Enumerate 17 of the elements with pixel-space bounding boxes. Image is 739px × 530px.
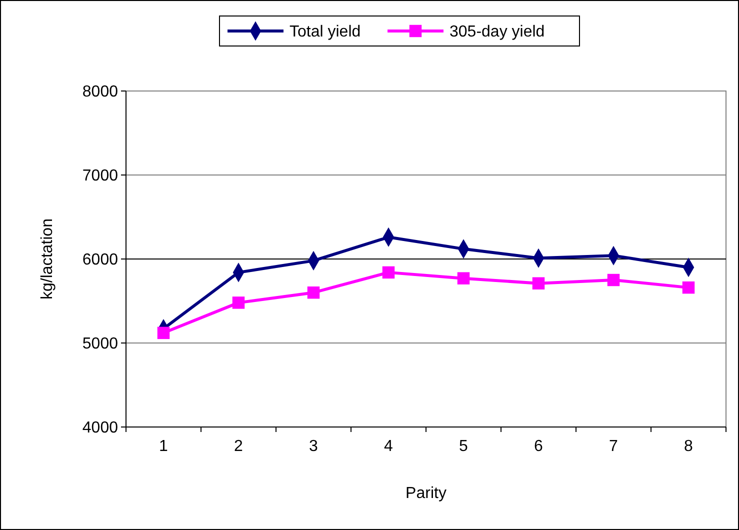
y-tick-label: 8000 [82, 84, 118, 101]
x-tick-label: 6 [534, 438, 544, 455]
x-axis-title: Parity [406, 485, 446, 502]
legend-label: 305-day yield [450, 24, 545, 41]
x-tick-label: 7 [609, 438, 618, 455]
x-tick-label: 2 [234, 438, 244, 455]
x-tick-label: 3 [309, 438, 318, 455]
x-tick-label: 4 [384, 438, 394, 455]
x-tick-label: 8 [684, 438, 694, 455]
x-tick-label: 1 [159, 438, 168, 455]
y-tick-label: 7000 [82, 168, 118, 185]
y-tick-label: 5000 [82, 336, 118, 353]
y-axis-title: kg/lactation [39, 218, 56, 300]
x-tick-label: 5 [459, 438, 468, 455]
y-tick-label: 4000 [82, 420, 118, 437]
legend-label: Total yield [290, 24, 361, 41]
y-tick-label: 6000 [82, 252, 118, 269]
